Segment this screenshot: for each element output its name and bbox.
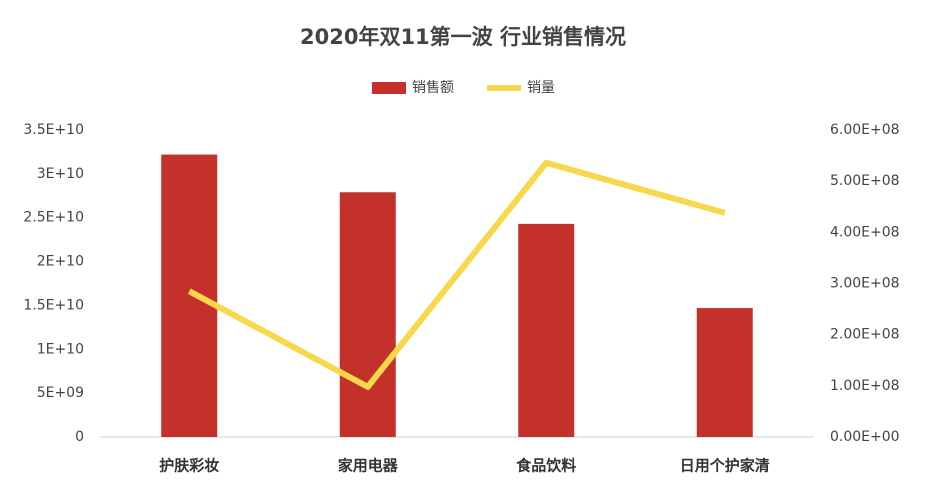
line [187,159,726,390]
bar [696,308,753,437]
y2-tick-label: 3.00E+08 [830,276,900,292]
y-tick-label: 1E+10 [37,341,84,357]
bar [161,154,218,437]
x-tick-label: 护肤彩妆 [159,457,219,475]
y2-tick-label: 0.00E+00 [830,429,900,445]
y-tick-label: 3.5E+10 [23,122,84,138]
y-tick-label: 2.5E+10 [23,210,84,226]
y2-tick-label: 1.00E+08 [830,378,900,394]
bar [518,223,575,437]
y-tick-label: 2E+10 [37,254,84,270]
x-tick-label: 日用个护家清 [680,457,770,475]
y-tick-label: 1.5E+10 [23,297,84,313]
legend-swatch [372,82,406,94]
bar [339,192,396,437]
y2-tick-label: 5.00E+08 [830,173,900,189]
x-tick-label: 家用电器 [338,457,399,475]
legend-label: 销售额 [412,80,454,96]
y-tick-label: 0 [75,429,84,445]
chart-title: 2020年双11第一波 行业销售情况 [300,25,626,49]
legend-label: 销量 [527,80,555,96]
y2-tick-label: 6.00E+08 [830,122,900,138]
x-tick-label: 食品饮料 [516,457,576,475]
y-tick-label: 3E+10 [37,166,84,182]
y2-tick-label: 2.00E+08 [830,327,900,343]
y-tick-label: 5E+09 [37,385,84,401]
y2-tick-label: 4.00E+08 [830,224,900,240]
